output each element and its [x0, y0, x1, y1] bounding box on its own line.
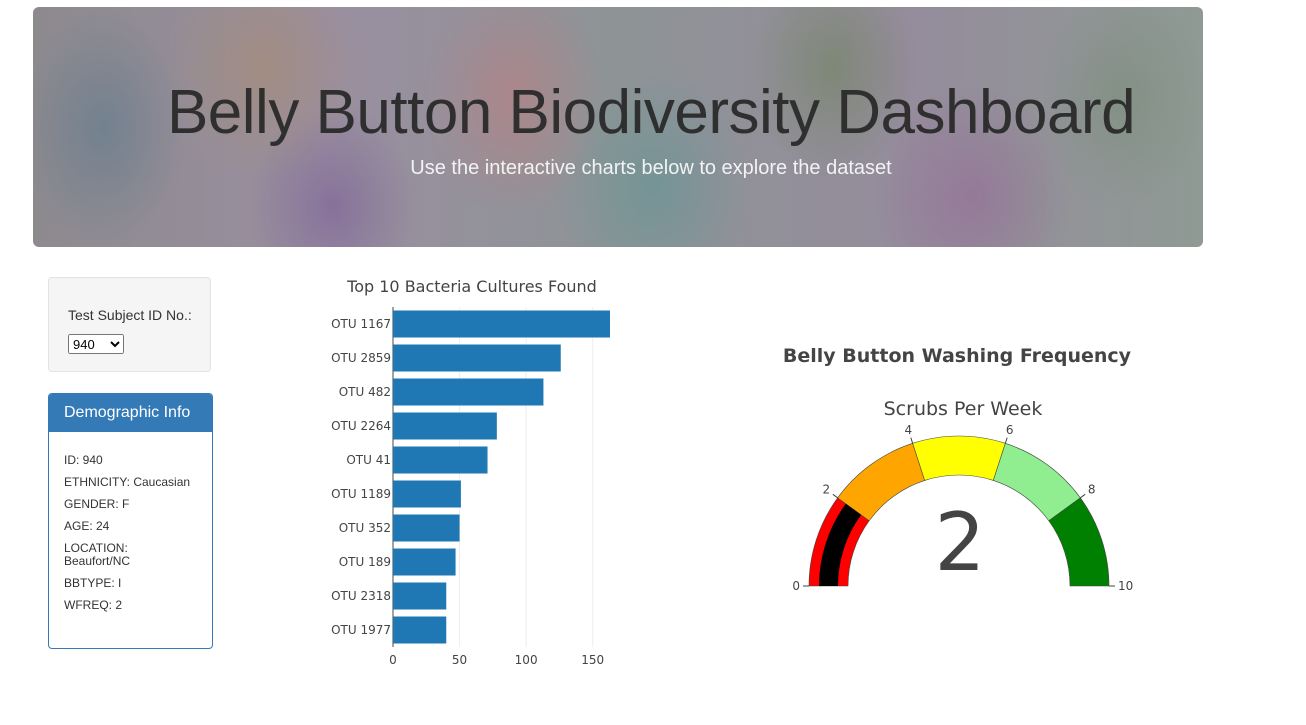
- gauge-title: Belly Button Washing Frequency: [783, 345, 1132, 367]
- demographic-row: LOCATION: Beaufort/NC: [64, 541, 131, 568]
- bar[interactable]: [393, 582, 447, 610]
- bar[interactable]: [393, 310, 610, 338]
- gauge-tick-label: 10: [1118, 579, 1133, 593]
- bar-y-tick-label: OTU 41: [346, 453, 391, 467]
- bar[interactable]: [393, 344, 561, 372]
- gauge-tick-label: 8: [1088, 483, 1096, 497]
- gauge-tick: [910, 437, 914, 444]
- bar-y-tick-label: OTU 2264: [331, 419, 391, 433]
- bar-x-tick-label: 150: [581, 653, 604, 667]
- demographic-row: AGE: 24: [64, 519, 110, 533]
- bar-x-tick-label: 100: [515, 653, 538, 667]
- bar[interactable]: [393, 514, 460, 542]
- bar[interactable]: [393, 616, 447, 644]
- gauge-value-bar: [819, 503, 862, 586]
- gauge-step: [912, 435, 1006, 481]
- gauge-tick: [1080, 493, 1086, 499]
- gauge-chart: Belly Button Washing Frequency Scrubs Pe…: [783, 345, 1133, 593]
- bar[interactable]: [393, 378, 544, 406]
- subject-selector-card: Test Subject ID No.: 940: [48, 277, 211, 372]
- bar-x-tick-label: 50: [452, 653, 467, 667]
- header-banner: Belly Button Biodiversity Dashboard Use …: [33, 7, 1203, 247]
- bar-y-tick-label: OTU 1167: [331, 317, 391, 331]
- demographic-panel: Demographic Info ID: 940 ETHNICITY: Cauc…: [48, 393, 213, 649]
- demographic-row: ETHNICITY: Caucasian: [64, 475, 191, 489]
- bar[interactable]: [393, 446, 488, 474]
- gauge-value: 2: [935, 496, 986, 589]
- bar-y-tick-label: OTU 2859: [331, 351, 391, 365]
- bar-y-tick-label: OTU 352: [339, 521, 391, 535]
- bar[interactable]: [393, 480, 461, 508]
- bar-y-tick-label: OTU 1189: [331, 487, 391, 501]
- gauge-tick-label: 4: [905, 423, 913, 437]
- demographic-row: ID: 940: [64, 453, 103, 467]
- gauge-tick-label: 2: [823, 483, 831, 497]
- gauge-tick-label: 0: [792, 579, 800, 593]
- gauge-tick-label: 6: [1006, 423, 1014, 437]
- bar-chart: Top 10 Bacteria Cultures Found OTU 1167 O…: [331, 277, 610, 667]
- bar[interactable]: [393, 548, 456, 576]
- bar-y-tick-label: OTU 189: [339, 555, 391, 569]
- gauge-subtitle: Scrubs Per Week: [884, 398, 1043, 420]
- page-title: Belly Button Biodiversity Dashboard: [166, 78, 1136, 147]
- demographic-row: GENDER: F: [64, 497, 130, 511]
- demographic-row: WFREQ: 2: [64, 598, 123, 612]
- bar-x-tick-label: 0: [389, 653, 397, 667]
- bar-y-tick-label: OTU 2318: [331, 589, 391, 603]
- gauge-tick: [832, 493, 838, 499]
- gauge-tick: [1004, 437, 1008, 444]
- bar-chart-title: Top 10 Bacteria Cultures Found: [346, 277, 597, 296]
- demographic-row: BBTYPE: I: [64, 576, 122, 590]
- page-subtitle: Use the interactive charts below to expl…: [410, 157, 892, 179]
- bar-y-tick-label: OTU 1977: [331, 623, 391, 637]
- demographic-panel-body: ID: 940 ETHNICITY: Caucasian GENDER: F A…: [49, 432, 212, 612]
- demographic-panel-heading: Demographic Info: [49, 394, 212, 432]
- subject-id-select[interactable]: 940: [68, 334, 124, 354]
- bar[interactable]: [393, 412, 497, 440]
- subject-selector-label: Test Subject ID No.:: [68, 307, 192, 323]
- bar-y-tick-label: OTU 482: [339, 385, 391, 399]
